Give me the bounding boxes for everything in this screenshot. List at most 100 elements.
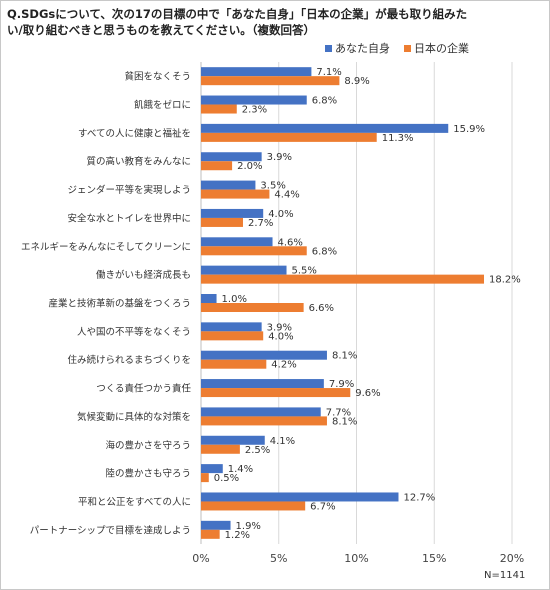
bar-self xyxy=(201,152,262,162)
x-tick-label: 20% xyxy=(500,552,524,565)
data-label-company: 8.1% xyxy=(332,416,357,427)
category-label: 住み続けられるまちづくりを xyxy=(67,354,191,366)
bar-company xyxy=(201,132,377,142)
data-label-company: 11.3% xyxy=(382,133,414,144)
bar-self xyxy=(201,237,273,247)
data-label-self: 3.5% xyxy=(260,181,285,192)
bar-company xyxy=(201,303,304,312)
question-title: Q.SDGsについて、次の17の目標の中で「あなた自身」「日本の企業」が最も取り… xyxy=(7,7,468,37)
bar-self xyxy=(201,322,262,332)
category-label: ジェンダー平等を実現しよう xyxy=(67,184,191,196)
data-label-company: 8.9% xyxy=(344,76,369,87)
bar-self xyxy=(201,464,223,474)
category-label: 働きがいも経済成長も xyxy=(96,269,191,281)
data-label-company: 18.2% xyxy=(489,275,521,286)
data-label-company: 2.5% xyxy=(245,445,270,456)
data-label-self: 5.5% xyxy=(292,266,317,277)
data-label-self: 6.8% xyxy=(312,96,337,107)
bar-self xyxy=(201,208,264,218)
data-label-company: 1.2% xyxy=(225,530,250,541)
category-label: 平和と公正をすべての人に xyxy=(78,497,191,508)
bar-company xyxy=(201,359,267,369)
category-label: つくる責任つかう責任 xyxy=(96,383,191,395)
bar-self xyxy=(201,265,287,275)
data-label-company: 6.8% xyxy=(312,246,337,257)
category-label: パートナーシップで目標を達成しよう xyxy=(30,524,191,536)
data-label-self: 1.4% xyxy=(228,464,253,475)
bar-company xyxy=(201,501,306,511)
category-label: 気候変動に具体的な対策を xyxy=(77,411,191,423)
legend-swatch-self xyxy=(325,44,332,52)
legend: あなた自身 日本の企業 xyxy=(325,40,469,56)
category-label: エネルギーをみんなにそしてクリーンに xyxy=(21,242,191,253)
category-label: 貧困をなくそう xyxy=(124,71,191,83)
x-tick-label: 15% xyxy=(422,552,446,565)
category-label: すべての人に健康と福祉を xyxy=(78,127,191,139)
data-label-self: 3.9% xyxy=(267,152,292,163)
bar-self xyxy=(201,95,307,105)
category-label: 産業と技術革新の基盤をつくろう xyxy=(48,298,191,310)
bar-company xyxy=(201,529,220,539)
data-label-company: 2.3% xyxy=(242,105,267,116)
bar-company xyxy=(201,444,240,454)
data-label-self: 12.7% xyxy=(403,492,435,503)
category-label: 安全な水とトイレを世界中に xyxy=(67,212,191,224)
data-label-self: 3.9% xyxy=(267,322,292,333)
data-label-company: 4.4% xyxy=(274,190,299,201)
bar-self xyxy=(201,407,321,417)
data-label-company: 6.7% xyxy=(310,501,335,512)
legend-label-company: 日本の企業 xyxy=(414,42,469,55)
data-label-self: 4.1% xyxy=(270,436,295,447)
bar-company xyxy=(201,274,485,284)
legend-label-self: あなた自身 xyxy=(335,42,390,55)
data-label-company: 9.6% xyxy=(355,388,380,399)
bar-self xyxy=(201,180,256,190)
bar-company xyxy=(201,246,307,256)
legend-item-self: あなた自身 xyxy=(325,40,390,56)
bar-company xyxy=(201,161,233,171)
bar-company xyxy=(201,416,327,426)
bar-self xyxy=(201,520,231,530)
x-tick-label: 5% xyxy=(270,552,287,565)
bar-company xyxy=(201,104,237,114)
data-label-company: 4.2% xyxy=(271,360,296,371)
data-label-self: 7.9% xyxy=(329,379,354,390)
legend-swatch-company xyxy=(404,44,411,52)
category-label: 飢餓をゼロに xyxy=(134,99,191,111)
data-label-self: 4.6% xyxy=(278,237,303,248)
bar-self xyxy=(201,123,449,133)
data-label-company: 0.5% xyxy=(214,473,239,484)
data-label-self: 7.1% xyxy=(316,67,341,78)
data-label-self: 7.7% xyxy=(326,407,351,418)
category-label: 海の豊かさを守ろう xyxy=(105,439,191,451)
category-label: 人や国の不平等をなくそう xyxy=(77,326,191,338)
legend-item-company: 日本の企業 xyxy=(404,40,469,56)
bar-company xyxy=(201,76,340,86)
category-label: 質の高い教育をみんなに xyxy=(86,156,191,168)
bar-self xyxy=(201,294,217,303)
data-label-self: 8.1% xyxy=(332,351,357,362)
bar-company xyxy=(201,473,209,483)
bar-company xyxy=(201,217,243,227)
data-label-company: 6.6% xyxy=(309,303,334,314)
bar-company xyxy=(201,189,270,199)
data-label-company: 4.0% xyxy=(268,331,293,342)
data-label-self: 15.9% xyxy=(453,124,485,135)
data-label-company: 2.7% xyxy=(248,218,273,229)
category-label: 陸の豊かさも守ろう xyxy=(105,468,191,480)
data-label-company: 2.0% xyxy=(237,161,262,172)
x-tick-label: 10% xyxy=(344,552,368,565)
sample-size-note: N=1141 xyxy=(484,570,526,581)
bar-self xyxy=(201,492,399,502)
bar-self xyxy=(201,350,327,360)
bar-self xyxy=(201,67,312,77)
bar-self xyxy=(201,435,265,445)
bar-self xyxy=(201,379,324,389)
bar-company xyxy=(201,388,351,398)
data-label-self: 1.0% xyxy=(222,294,247,305)
bar-company xyxy=(201,331,264,341)
data-label-self: 4.0% xyxy=(268,209,293,220)
data-label-self: 1.9% xyxy=(236,521,261,532)
x-tick-label: 0% xyxy=(192,552,209,565)
